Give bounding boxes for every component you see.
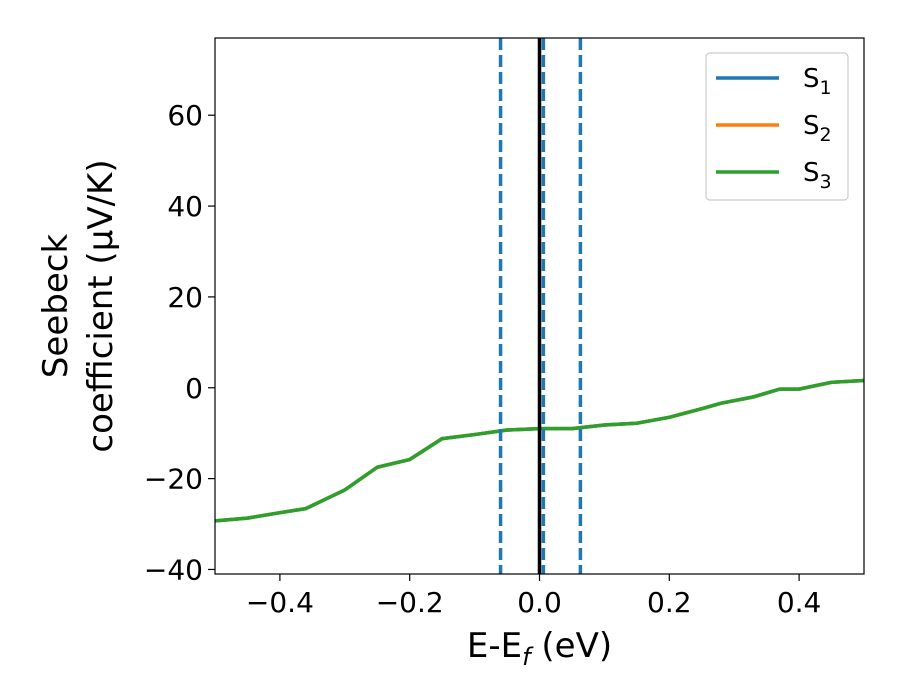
y-tick-label: 20 — [167, 281, 203, 314]
x-axis-label-main: E-E — [467, 626, 522, 666]
x-tick-label: 0.0 — [517, 586, 562, 619]
y-tick-label: −40 — [144, 553, 203, 586]
y-axis-label-line1: Seebeck — [36, 234, 76, 379]
y-tick-label: 40 — [167, 190, 203, 223]
legend-label-s2: S2 — [803, 111, 832, 146]
x-tick-label: −0.4 — [246, 586, 314, 619]
legend-label-s3: S3 — [803, 158, 832, 193]
legend-label-s1: S1 — [803, 64, 832, 99]
x-axis-label-unit-text: (eV) — [541, 626, 612, 666]
y-axis-label-line2: coefficient (μV/K) — [81, 159, 121, 452]
x-tick-label: 0.2 — [647, 586, 692, 619]
x-tick-label: 0.4 — [777, 586, 822, 619]
y-tick-label: −20 — [144, 463, 203, 496]
series-line-s3 — [215, 378, 864, 523]
x-axis-label-unit: (eV) — [531, 626, 613, 666]
x-axis-label: E-Ef (eV) — [467, 626, 612, 671]
chart-marks — [215, 38, 864, 574]
y-tick-label: 60 — [167, 99, 203, 132]
x-tick-label: −0.2 — [376, 586, 444, 619]
y-tick-label: 0 — [185, 372, 203, 405]
chart-ticks: −0.4 −0.2 0.0 0.2 0.4 −40 −20 0 20 40 60 — [144, 99, 821, 619]
legend: S1 S2 S3 — [705, 52, 849, 201]
